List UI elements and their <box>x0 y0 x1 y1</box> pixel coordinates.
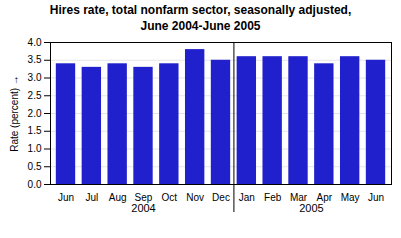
svg-text:0.5: 0.5 <box>28 161 42 172</box>
svg-text:Rate (percent) →: Rate (percent) → <box>9 75 20 152</box>
svg-text:Apr: Apr <box>317 192 333 203</box>
svg-text:Oct: Oct <box>162 192 178 203</box>
svg-text:Jun: Jun <box>368 192 384 203</box>
svg-text:1.0: 1.0 <box>28 143 42 154</box>
html-text:Hires rate, total nonfarm sect: Hires rate, total nonfarm sector, season… <box>49 3 352 33</box>
svg-text:Dec: Dec <box>212 192 230 203</box>
svg-text:4.0: 4.0 <box>28 37 42 48</box>
svg-text:3.0: 3.0 <box>28 72 42 83</box>
svg-text:1.5: 1.5 <box>28 126 42 137</box>
svg-text:Jun: Jun <box>58 192 74 203</box>
svg-text:2004: 2004 <box>131 202 155 214</box>
svg-text:2.0: 2.0 <box>28 108 42 119</box>
svg-text:Feb: Feb <box>264 192 282 203</box>
svg-text:0.0: 0.0 <box>28 179 42 190</box>
svg-text:2005: 2005 <box>299 202 323 214</box>
svg-text:Mar: Mar <box>290 192 308 203</box>
svg-text:Sep: Sep <box>135 192 153 203</box>
svg-text:Nov: Nov <box>186 192 204 203</box>
svg-text:3.5: 3.5 <box>28 55 42 66</box>
svg-text:2.5: 2.5 <box>28 90 42 101</box>
svg-text:May: May <box>341 192 360 203</box>
svg-text:Jul: Jul <box>85 192 98 203</box>
svg-text:Jan: Jan <box>239 192 255 203</box>
svg-text:Aug: Aug <box>109 192 127 203</box>
